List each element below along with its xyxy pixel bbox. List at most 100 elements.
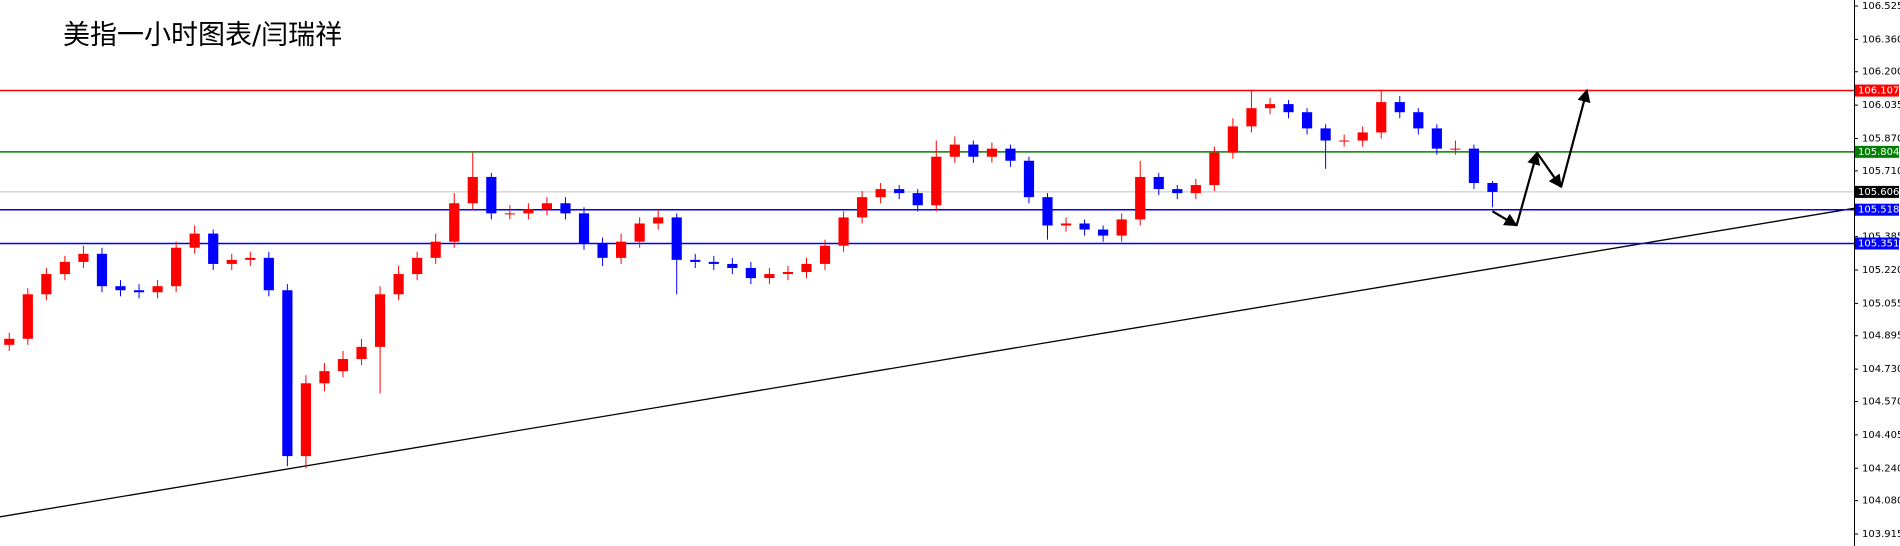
candle-body xyxy=(393,274,404,295)
y-tick-label: 105.710 xyxy=(1862,166,1900,177)
candle-body xyxy=(430,241,441,258)
candle-body xyxy=(931,156,942,206)
candle-body xyxy=(1376,102,1387,133)
y-tick-label: 104.570 xyxy=(1862,396,1900,407)
candle-body xyxy=(245,257,256,260)
candle-body xyxy=(374,294,386,347)
candle-body xyxy=(504,213,515,215)
level-box xyxy=(1855,237,1899,250)
projection-arrow xyxy=(1560,88,1591,188)
projection-arrow xyxy=(1536,152,1562,189)
candle-body xyxy=(1431,128,1442,149)
projection-arrow xyxy=(1491,210,1518,227)
candle-body xyxy=(764,274,775,279)
candle-body xyxy=(819,245,831,264)
candle-body xyxy=(1320,128,1331,141)
candle-body xyxy=(337,359,349,372)
candle-body xyxy=(986,148,997,157)
candle-body xyxy=(801,263,812,273)
y-tick-label: 106.525 xyxy=(1862,1,1900,12)
candle-body xyxy=(578,213,590,244)
y-tick-label: 105.055 xyxy=(1862,298,1900,309)
candle-body xyxy=(96,253,108,287)
y-tick-label: 105.870 xyxy=(1862,134,1900,145)
level-box xyxy=(1855,203,1899,216)
candle-body xyxy=(1079,223,1090,230)
candle-body xyxy=(1098,229,1109,236)
candle-body xyxy=(634,223,645,242)
y-tick-label: 105.385 xyxy=(1862,232,1900,243)
candle-body xyxy=(875,189,886,198)
candle-body xyxy=(208,233,219,264)
candle-body xyxy=(1116,219,1127,236)
candle-body xyxy=(1190,185,1201,194)
candle-body xyxy=(22,294,33,339)
candle-body xyxy=(1264,104,1276,109)
y-tick-label: 106.360 xyxy=(1862,34,1900,45)
candle-body xyxy=(1450,148,1461,150)
candle-body xyxy=(1023,160,1035,198)
current-price-box xyxy=(1855,185,1899,198)
level-box xyxy=(1855,84,1899,97)
level-label: 105.518 xyxy=(1858,205,1899,216)
current-price-label: 105.606 xyxy=(1858,187,1899,198)
candle-body xyxy=(671,217,682,260)
candle-body xyxy=(486,176,497,214)
candle-body xyxy=(1153,176,1164,190)
candle-body xyxy=(319,371,330,384)
trend-line xyxy=(0,207,1855,518)
candle-body xyxy=(1209,152,1220,186)
candle-body xyxy=(1283,104,1294,113)
candle-body xyxy=(1487,183,1498,192)
candle-body xyxy=(41,274,52,295)
candle-body xyxy=(1042,197,1053,226)
candle-body xyxy=(1468,148,1480,184)
chart-title: 美指一小时图表/闫瑞祥 xyxy=(63,20,342,51)
candle-body xyxy=(949,144,960,157)
candle-body xyxy=(653,217,664,224)
y-tick-label: 104.730 xyxy=(1862,364,1900,375)
candle-body xyxy=(1413,112,1424,129)
level-label: 105.351 xyxy=(1858,238,1899,249)
candle-body xyxy=(857,197,868,218)
candle-body xyxy=(1357,132,1368,141)
candle-body xyxy=(912,193,923,206)
candle-body xyxy=(115,286,126,291)
candle-body xyxy=(300,383,312,457)
candle-body xyxy=(4,338,15,345)
candle-body xyxy=(615,241,627,258)
candle-body xyxy=(745,267,756,279)
y-tick-label: 106.035 xyxy=(1862,100,1900,111)
candle-body xyxy=(1246,108,1257,127)
candle-body xyxy=(1135,176,1146,220)
candle-body xyxy=(449,203,460,242)
candle-body xyxy=(838,217,849,246)
candle-body xyxy=(78,253,89,262)
candle-body xyxy=(1394,102,1405,113)
candle-body xyxy=(59,261,70,275)
y-tick-label: 103.915 xyxy=(1862,529,1900,540)
candle-body xyxy=(1005,148,1016,161)
candle-body xyxy=(690,259,701,262)
level-box xyxy=(1855,145,1899,158)
candle-body xyxy=(541,203,553,210)
candle-body xyxy=(560,203,571,214)
level-label: 105.804 xyxy=(1858,147,1899,158)
candle-body xyxy=(356,346,367,360)
candle-body xyxy=(1227,126,1239,153)
candle-body xyxy=(782,272,794,275)
candle-body xyxy=(727,263,738,268)
y-tick-label: 104.895 xyxy=(1862,331,1900,342)
candle-body xyxy=(894,189,905,194)
y-tick-label: 105.220 xyxy=(1862,265,1900,276)
candle-body xyxy=(152,286,163,293)
candle-body xyxy=(412,257,423,275)
candle-body xyxy=(1172,189,1183,194)
level-label: 106.107 xyxy=(1858,86,1899,97)
y-tick-label: 104.405 xyxy=(1862,430,1900,441)
candle-body xyxy=(133,290,145,293)
candle-body xyxy=(708,261,719,264)
candle-body xyxy=(597,243,608,258)
